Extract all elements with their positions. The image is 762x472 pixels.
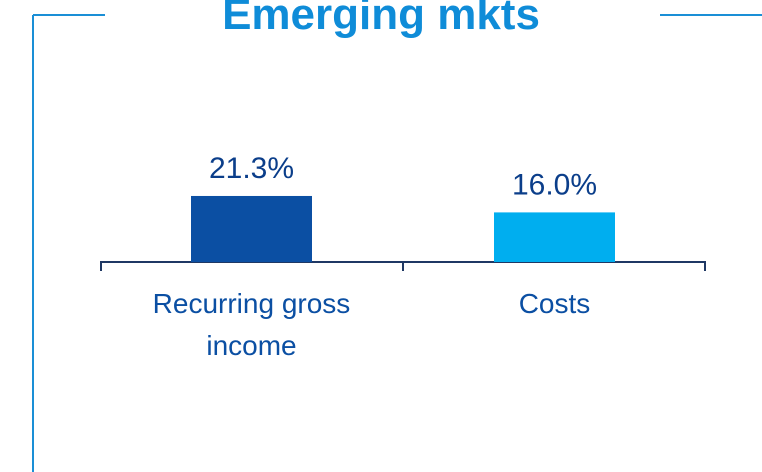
value-label: 21.3% [209,152,294,185]
bar [494,212,615,262]
category-label: Costs [518,288,591,319]
category-label: Recurring gross income [152,288,351,361]
bar [191,195,312,262]
value-label: 16.0% [512,168,597,201]
chart-title: Emerging mkts [222,0,540,39]
